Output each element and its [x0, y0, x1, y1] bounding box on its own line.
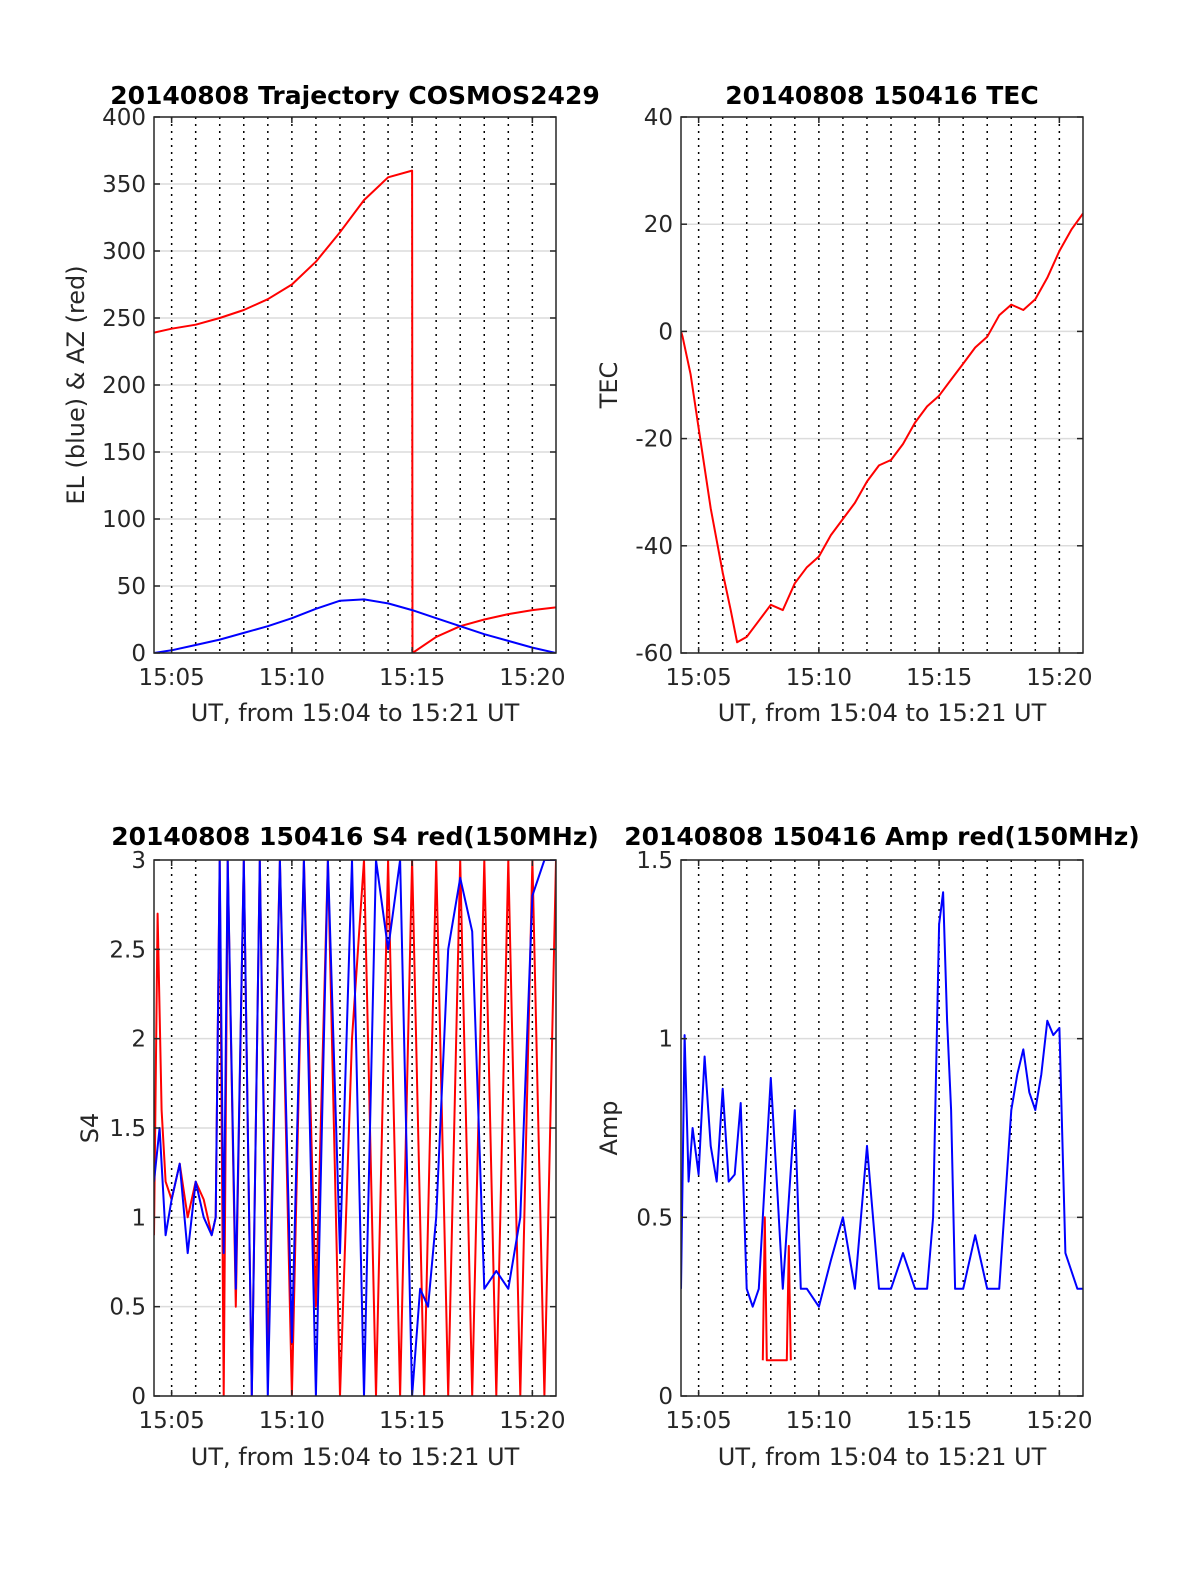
plot-area: [154, 860, 556, 1396]
y-tick-label: 0.5: [109, 1295, 146, 1321]
y-tick-label: 300: [102, 239, 146, 265]
y-tick-label: 150: [102, 440, 146, 466]
y-tick-label: 200: [102, 373, 146, 399]
x-tick-label: 15:15: [906, 1408, 972, 1434]
axes-box: [680, 859, 1084, 1397]
y-axis-label: TEC: [595, 362, 623, 410]
plot-area: [681, 891, 1083, 1362]
chart-trajectory: 20140808 Trajectory COSMOS2429 UT, from …: [62, 81, 600, 727]
y-tick-label: 20: [644, 212, 673, 238]
y-tick-label: -40: [635, 534, 673, 560]
series-line-blue: [154, 598, 556, 653]
y-tick-label: 50: [117, 574, 146, 600]
x-tick-label: 15:05: [138, 1408, 204, 1434]
chart-s4: 20140808 150416 S4 red(150MHz) UT, from …: [76, 822, 599, 1471]
y-axis-label: Amp: [595, 1100, 623, 1155]
y-tick-label: 2.5: [109, 937, 146, 963]
y-tick-label: 1.5: [636, 848, 673, 874]
chart-title: 20140808 150416 TEC: [725, 81, 1038, 110]
x-tick-label: 15:15: [379, 1408, 445, 1434]
y-tick-label: 100: [102, 507, 146, 533]
x-tick-label: 15:15: [906, 665, 972, 691]
x-axis-label: UT, from 15:04 to 15:21 UT: [191, 699, 520, 727]
x-tick-label: 15:10: [259, 665, 325, 691]
y-tick-label: 3: [131, 848, 146, 874]
y-tick-label: 350: [102, 172, 146, 198]
x-tick-label: 15:05: [665, 665, 731, 691]
y-tick-label: 0: [658, 1384, 673, 1410]
series-line-blue: [681, 891, 1083, 1308]
x-tick-label: 15:10: [259, 1408, 325, 1434]
y-tick-label: 2: [131, 1027, 146, 1053]
x-axis-label: UT, from 15:04 to 15:21 UT: [191, 1443, 520, 1471]
y-tick-label: 1: [658, 1027, 673, 1053]
series-line-red: [154, 169, 556, 653]
y-tick-label: 400: [102, 105, 146, 131]
y-tick-label: 1.5: [109, 1116, 146, 1142]
x-axis-label: UT, from 15:04 to 15:21 UT: [718, 1443, 1047, 1471]
y-axis-label: S4: [76, 1113, 104, 1144]
chart-title: 20140808 Trajectory COSMOS2429: [110, 81, 600, 110]
x-tick-label: 15:10: [786, 1408, 852, 1434]
chart-tec: 20140808 150416 TEC UT, from 15:04 to 15…: [595, 81, 1093, 727]
y-tick-label: 1: [131, 1205, 146, 1231]
y-tick-label: -20: [635, 427, 673, 453]
y-tick-label: 0.5: [636, 1205, 673, 1231]
y-tick-label: 0: [131, 1384, 146, 1410]
y-tick-label: 250: [102, 306, 146, 332]
y-tick-label: -60: [635, 641, 673, 667]
axes-box: [680, 116, 1084, 654]
plot-area: [681, 212, 1083, 644]
x-tick-label: 15:10: [786, 665, 852, 691]
series-line-red: [761, 1216, 792, 1362]
y-tick-label: 0: [131, 641, 146, 667]
x-axis-label: UT, from 15:04 to 15:21 UT: [718, 699, 1047, 727]
y-tick-label: 0: [658, 319, 673, 345]
series-line-red: [681, 212, 1083, 644]
y-tick-label: 40: [644, 105, 673, 131]
plot-area: [154, 169, 556, 653]
chart-title: 20140808 150416 Amp red(150MHz): [624, 822, 1140, 851]
x-tick-label: 15:15: [379, 665, 445, 691]
x-tick-label: 15:20: [499, 665, 565, 691]
series-line-blue: [154, 860, 556, 1396]
chart-amp: 20140808 150416 Amp red(150MHz) UT, from…: [595, 822, 1140, 1471]
x-tick-label: 15:05: [138, 665, 204, 691]
x-tick-label: 15:20: [499, 1408, 565, 1434]
chart-title: 20140808 150416 S4 red(150MHz): [111, 822, 599, 851]
y-axis-label: EL (blue) & AZ (red): [62, 265, 90, 504]
x-tick-label: 15:05: [665, 1408, 731, 1434]
x-tick-label: 15:20: [1026, 665, 1092, 691]
x-tick-label: 15:20: [1026, 1408, 1092, 1434]
